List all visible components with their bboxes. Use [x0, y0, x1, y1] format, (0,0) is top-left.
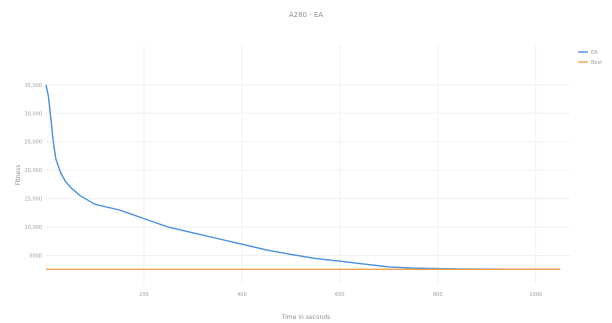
- series-lines: [45, 84, 561, 270]
- chart-title: A280 - EA: [289, 11, 324, 19]
- x-tick-label: 800: [433, 292, 443, 298]
- y-tick-label: 15,000: [25, 197, 43, 203]
- y-tick-label: 35,000: [25, 83, 43, 89]
- x-tick-label: 600: [335, 292, 345, 298]
- y-tick-label: 20,000: [25, 168, 43, 174]
- x-tick-label: 200: [139, 292, 149, 298]
- x-tick-label: 400: [237, 292, 247, 298]
- y-tick-label: 10,000: [25, 225, 43, 231]
- legend: EA Best: [578, 50, 602, 66]
- legend-label: EA: [591, 50, 598, 56]
- x-tick-labels: 200 400 600 800 1000: [139, 292, 542, 298]
- x-axis-label: Time in seconds: [281, 314, 331, 321]
- y-tick-labels: 5000 10,000 15,000 20,000 25,000 30,000 35,000: [25, 83, 43, 260]
- y-tick-label: 5000: [29, 254, 42, 260]
- y-tick-label: 25,000: [25, 140, 43, 146]
- x-tick-label: 1000: [529, 292, 542, 298]
- grid: [46, 45, 570, 284]
- y-tick-label: 30,000: [25, 111, 43, 117]
- y-axis-label: Fitness: [15, 165, 22, 186]
- series-line-ea: [45, 84, 561, 270]
- legend-label: Best: [591, 60, 602, 66]
